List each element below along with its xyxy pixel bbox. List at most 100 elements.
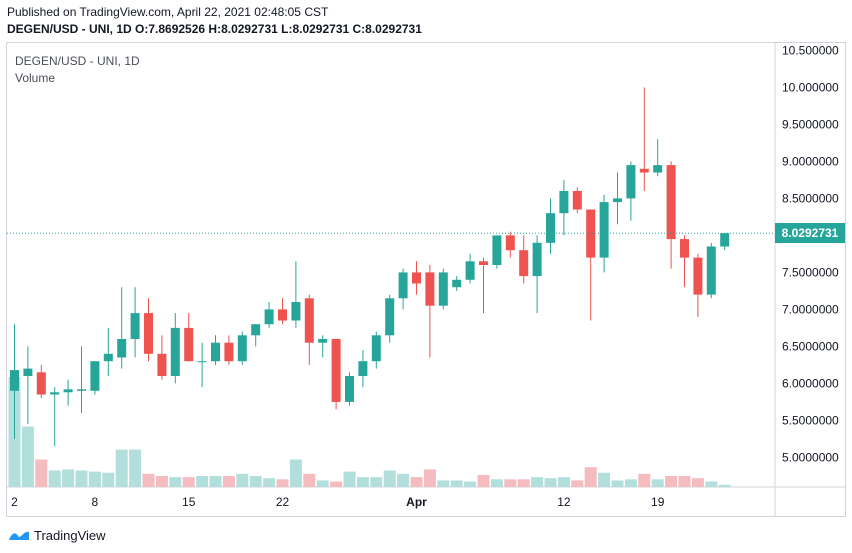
- volume-bar: [477, 474, 490, 487]
- candle-body: [211, 342, 220, 362]
- candle-body: [157, 353, 167, 376]
- candle-body: [586, 209, 596, 258]
- candle-body: [505, 235, 515, 251]
- volume-bar: [62, 469, 75, 487]
- candle-body: [465, 261, 475, 280]
- footer-brand-label: TradingView: [34, 527, 106, 543]
- candle-body: [278, 309, 287, 321]
- candle-body: [264, 309, 274, 325]
- y-tick-label: 10.500000: [782, 43, 839, 57]
- tradingview-logo-icon: [9, 531, 29, 540]
- volume-bar: [397, 473, 410, 487]
- candle-body: [224, 342, 234, 362]
- volume-bar: [249, 476, 262, 487]
- candle-body: [546, 213, 555, 243]
- x-tick-label: Apr: [406, 495, 427, 509]
- volume-bar: [289, 459, 302, 487]
- ohlc-header: DEGEN/USD - UNI, 1D O:7.8692526 H:8.0292…: [7, 22, 422, 36]
- y-tick-label: 9.0000000: [782, 154, 839, 168]
- volume-bar: [544, 478, 557, 487]
- candle-body: [720, 233, 730, 247]
- candle-body: [653, 165, 663, 173]
- y-tick-label: 8.5000000: [782, 191, 839, 205]
- candle-body: [492, 235, 502, 265]
- volume-bar: [35, 459, 48, 487]
- volume-bar: [571, 480, 584, 487]
- volume-bar: [370, 477, 383, 487]
- y-tick-label: 7.0000000: [782, 302, 839, 316]
- legend-volume: Volume: [15, 71, 56, 85]
- candle-body: [599, 202, 609, 258]
- volume-bar: [517, 479, 530, 487]
- volume-bar: [665, 476, 678, 487]
- candle-body: [36, 372, 46, 395]
- x-tick-label: 15: [182, 495, 196, 509]
- candle-body: [639, 168, 649, 173]
- volume-bar: [651, 479, 664, 487]
- candlestick-chart[interactable]: 10.500000 10.000000 9.5000000 9.0000000 8.50…: [0, 0, 852, 520]
- candle-body: [572, 191, 582, 210]
- volume-bar: [303, 473, 316, 487]
- candle-body: [345, 376, 354, 402]
- volume-bar: [155, 476, 168, 487]
- candle-body: [452, 279, 462, 288]
- candle-body: [291, 302, 301, 321]
- candle-body: [626, 165, 636, 199]
- candle-body: [425, 272, 435, 306]
- candle-body: [693, 257, 703, 295]
- candle-body: [318, 339, 328, 343]
- candle-body: [63, 389, 73, 393]
- volume-bar: [584, 467, 597, 487]
- candle-body: [613, 198, 622, 203]
- volume-bar: [316, 480, 329, 487]
- x-tick-label: 2: [11, 495, 18, 509]
- candle-body: [479, 261, 488, 265]
- volume-bar: [383, 470, 396, 487]
- volume-bar: [276, 479, 289, 487]
- candle-body: [666, 165, 676, 240]
- volume-bar: [450, 480, 463, 487]
- volume-bar: [718, 484, 731, 487]
- volume-bar: [356, 477, 369, 487]
- candle-body: [706, 246, 716, 295]
- candle-body: [237, 335, 247, 362]
- volume-bar: [611, 480, 624, 487]
- volume-bar: [102, 472, 115, 487]
- published-header: Published on TradingView.com, April 22, …: [7, 5, 329, 19]
- candle-body: [103, 353, 113, 362]
- chart-frame: [6, 42, 846, 517]
- volume-bar: [263, 478, 276, 487]
- volume-bar: [410, 477, 423, 487]
- candle-body: [412, 272, 421, 284]
- volume-bar: [464, 481, 477, 487]
- x-tick-label: 22: [276, 495, 290, 509]
- candle-body: [170, 327, 180, 376]
- candle-body: [23, 368, 33, 376]
- volume-bar: [557, 477, 570, 487]
- volume-bar: [624, 479, 637, 487]
- chart-legend: DEGEN/USD - UNI, 1D Volume: [15, 53, 140, 87]
- volume-bar: [142, 473, 155, 487]
- volume-bar: [48, 470, 61, 487]
- volume-bar: [88, 471, 101, 487]
- candle-body: [519, 250, 529, 277]
- candle-body: [438, 272, 448, 306]
- volume-bar: [182, 477, 195, 487]
- candle-body: [358, 361, 368, 376]
- y-tick-label: 5.5000000: [782, 413, 839, 427]
- volume-bar: [490, 479, 503, 487]
- y-tick-label: 10.000000: [782, 80, 839, 94]
- y-tick-label: 5.0000000: [782, 450, 839, 464]
- volume-bar: [236, 473, 249, 487]
- candle-body: [144, 313, 153, 354]
- volume-bar: [598, 472, 611, 487]
- candle-body: [184, 327, 194, 362]
- volume-bar: [437, 480, 450, 487]
- candle-body: [304, 298, 314, 343]
- candle-body: [10, 370, 19, 391]
- candle-body: [559, 191, 569, 214]
- volume-bar: [169, 477, 182, 487]
- volume-bar: [21, 426, 34, 487]
- candle-body: [197, 361, 207, 363]
- candle-body: [398, 272, 408, 299]
